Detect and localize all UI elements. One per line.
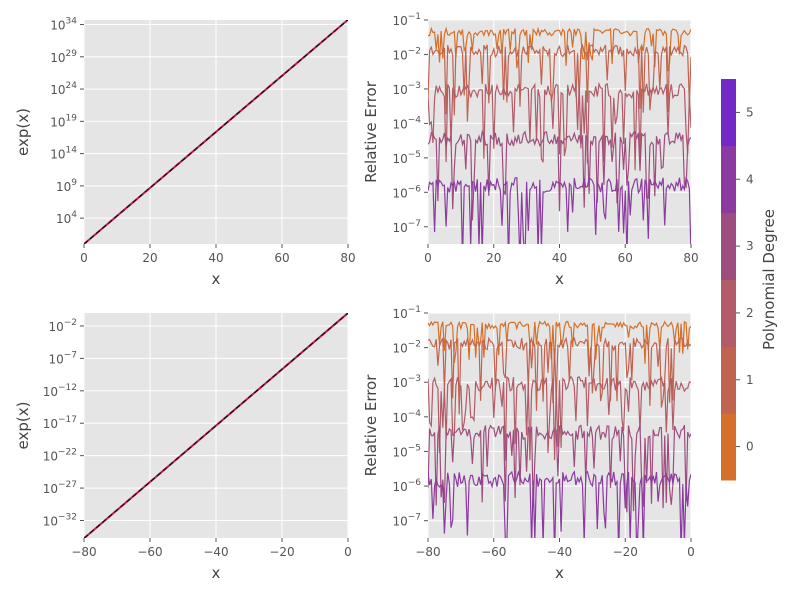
y-tick-label: 10−32: [43, 512, 77, 528]
y-tick-label: 10−7: [392, 513, 421, 529]
series-group: [84, 20, 348, 244]
colorbar-segment: [721, 212, 736, 280]
x-axis-label: x: [555, 270, 564, 288]
colorbar-segment: [721, 413, 736, 481]
x-tick-label: −80: [71, 545, 96, 559]
x-tick-label: 20: [142, 251, 157, 265]
y-tick-label: 10−6: [392, 478, 421, 494]
y-tick-label: 10−27: [43, 480, 77, 496]
y-tick-label: 10−1: [392, 12, 421, 28]
colorbar-tick-label: 1: [746, 373, 754, 387]
y-tick-label: 10−22: [43, 448, 77, 464]
error-series-degree-1: [428, 336, 691, 415]
series-group: [428, 320, 691, 538]
series-group: [428, 26, 691, 244]
y-tick-label: 10−3: [392, 374, 421, 390]
y-axis-label: exp(x): [14, 108, 32, 156]
colorbar-tick-label: 0: [746, 440, 754, 454]
colorbar-segment: [721, 79, 736, 147]
x-tick-label: 40: [552, 251, 567, 265]
y-axis-label: exp(x): [14, 402, 32, 450]
error-series-degree-0: [428, 26, 691, 72]
x-tick-label: 60: [618, 251, 633, 265]
x-axis-label: x: [555, 564, 564, 582]
y-tick-label: 10−12: [43, 383, 77, 399]
x-tick-label: −40: [547, 545, 572, 559]
colorbar-segment: [721, 145, 736, 214]
y-tick-label: 10−2: [392, 340, 421, 356]
colorbar: 0 1 2 3 4 5 Polynomial Degree: [721, 79, 778, 481]
y-tick-label: 10−6: [392, 184, 421, 200]
x-tick-label: 60: [274, 251, 289, 265]
y-tick-label: 104: [56, 210, 77, 226]
x-axis-label: x: [212, 564, 221, 582]
colorbar-segment: [721, 346, 736, 414]
x-tick-label: −20: [269, 545, 294, 559]
y-tick-label: 1014: [50, 146, 77, 162]
colorbar-tick-label: 5: [746, 105, 754, 119]
panel-error_positive: 0 20 40 60 80 10−7 10−6 10−5 10−4 10−3 10−2 10−1 x Re…: [362, 12, 699, 288]
exp-line-dashed: [84, 313, 348, 538]
x-tick-label: −60: [481, 545, 506, 559]
y-tick-label: 1034: [50, 17, 77, 33]
y-axis-label: Relative Error: [362, 80, 380, 183]
y-axis-label: Relative Error: [362, 374, 380, 477]
series-group: [84, 313, 348, 538]
y-tick-label: 10−2: [392, 46, 421, 62]
y-tick-label: 10−17: [43, 415, 77, 431]
error-series-degree-2: [428, 375, 691, 461]
colorbar-tick-label: 4: [746, 172, 754, 186]
exp-line-dashed: [84, 20, 348, 244]
x-axis-label: x: [212, 270, 221, 288]
x-tick-label: −60: [137, 545, 162, 559]
y-tick-label: 109: [56, 178, 77, 194]
panel-exp_positive: 0 20 40 60 80 104 109 1014 1019 1024 1029 1034 x exp(…: [14, 17, 356, 288]
x-tick-label: −20: [613, 545, 638, 559]
y-tick-label: 10−7: [392, 219, 421, 235]
error-series-degree-3: [428, 424, 691, 513]
y-tick-label: 10−1: [392, 305, 421, 321]
error-series-degree-2: [428, 81, 691, 171]
panel-exp_negative: −80 −60 −40 −20 0 10−2 10−7 10−12 10−17 10−22 10−2…: [14, 313, 352, 582]
colorbar-segment: [721, 279, 736, 347]
y-tick-label: 10−2: [48, 318, 77, 334]
x-tick-label: 0: [424, 251, 432, 265]
x-tick-label: 0: [344, 545, 352, 559]
error-series-degree-4: [428, 469, 691, 538]
y-tick-label: 1019: [50, 113, 77, 129]
error-series-degree-0: [428, 320, 691, 367]
y-tick-label: 10−4: [392, 115, 421, 131]
colorbar-tick-label: 2: [746, 306, 754, 320]
y-tick-label: 10−7: [48, 350, 77, 366]
colorbar-tick-label: 3: [746, 239, 754, 253]
x-tick-label: 80: [683, 251, 698, 265]
y-tick-label: 10−5: [392, 443, 421, 459]
error-series-degree-1: [428, 43, 691, 122]
error-series-degree-4: [428, 176, 691, 244]
colorbar-label: Polynomial Degree: [760, 209, 778, 350]
y-tick-label: 10−5: [392, 150, 421, 166]
x-tick-label: −40: [203, 545, 228, 559]
x-tick-label: 20: [486, 251, 501, 265]
y-tick-label: 1029: [50, 49, 77, 65]
x-tick-label: −80: [415, 545, 440, 559]
panel-error_negative: −80 −60 −40 −20 0 10−7 10−6 10−5 10−4 10−3 10−2 10−…: [362, 305, 695, 582]
x-tick-label: 40: [208, 251, 223, 265]
x-tick-label: 0: [687, 545, 695, 559]
x-tick-label: 0: [80, 251, 88, 265]
x-tick-label: 80: [340, 251, 355, 265]
y-tick-label: 1024: [50, 81, 77, 97]
y-tick-label: 10−3: [392, 81, 421, 97]
y-tick-label: 10−4: [392, 409, 421, 425]
